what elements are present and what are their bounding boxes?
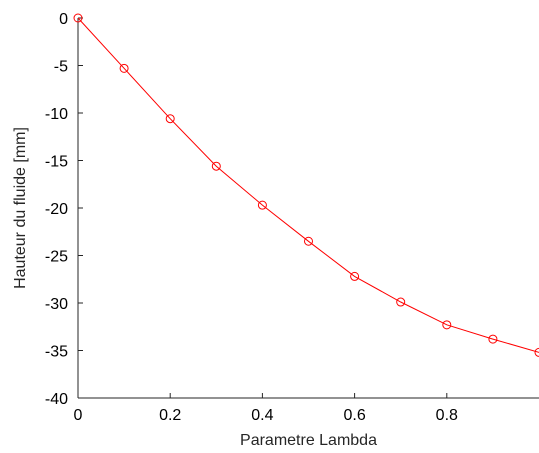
x-axis-label: Parametre Lambda <box>240 432 377 449</box>
plot-area <box>77 18 539 399</box>
data-point-marker <box>350 271 360 281</box>
data-point-marker <box>119 63 129 73</box>
data-point-marker <box>488 334 498 344</box>
y-tick-label: -10 <box>45 106 68 123</box>
x-tick-label: 0.6 <box>343 407 365 424</box>
y-tick-label: 0 <box>59 11 68 28</box>
y-axis-label: Hauteur du fluide [mm] <box>12 127 29 289</box>
y-tick-label: -30 <box>45 296 68 313</box>
data-point-marker <box>211 161 221 171</box>
data-point-marker <box>73 13 83 23</box>
x-tick-label: 0.8 <box>436 407 458 424</box>
y-tick-label: -40 <box>45 391 68 408</box>
y-tick-label: -5 <box>54 59 68 76</box>
series-layer <box>73 13 539 357</box>
data-point-marker <box>304 236 313 246</box>
data-point-marker <box>396 297 406 307</box>
x-axis-ticks: 0 0.2 0.4 0.6 0.8 <box>74 393 458 424</box>
x-tick-label: 0 <box>74 407 83 424</box>
y-tick-label: -35 <box>45 344 68 361</box>
x-tick-label: 0.2 <box>159 407 181 424</box>
data-point-marker <box>534 347 539 357</box>
data-point-marker <box>165 114 175 124</box>
data-point-marker <box>442 320 452 330</box>
y-axis-ticks: 0 -5 -10 -15 -20 -25 -30 -35 -40 <box>45 11 83 408</box>
data-point-marker <box>257 200 267 210</box>
y-tick-label: -15 <box>45 154 68 171</box>
series-line <box>77 17 539 353</box>
y-tick-label: -25 <box>45 249 68 266</box>
y-tick-label: -20 <box>45 201 68 218</box>
x-tick-label: 0.4 <box>251 407 273 424</box>
